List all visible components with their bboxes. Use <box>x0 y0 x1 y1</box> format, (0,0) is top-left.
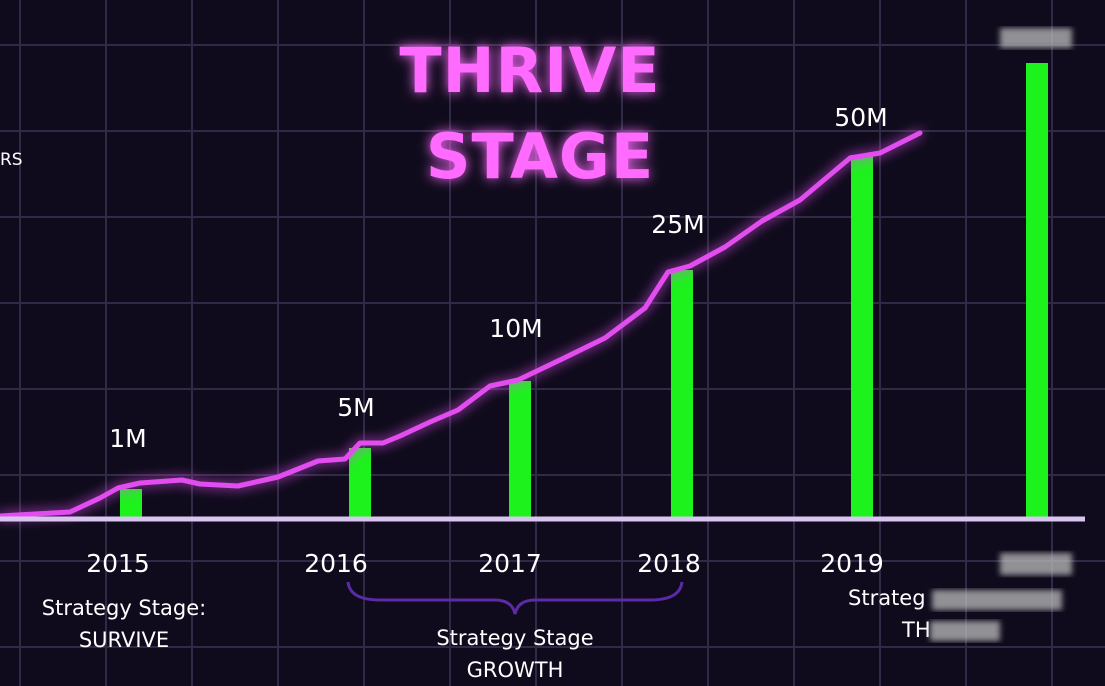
tick-label-2015: 2015 <box>86 549 150 578</box>
value-label-2015: 1M <box>109 424 146 453</box>
value-label-2019: 50M <box>834 103 887 132</box>
stage-growth: Strategy Stage GROWTH <box>436 626 593 682</box>
x-tick-labels: 2015 2016 2017 2018 2019 <box>86 549 884 578</box>
stage-thrive-line2: TH <box>901 618 931 642</box>
tick-label-2018: 2018 <box>637 549 701 578</box>
tick-label-2019: 2019 <box>820 549 884 578</box>
blurred-stage-text-1 <box>932 590 1062 610</box>
stage-thrive-partial: Strateg TH <box>848 586 1062 642</box>
value-label-2017: 10M <box>489 314 542 343</box>
tick-label-2017: 2017 <box>478 549 542 578</box>
tick-label-2016: 2016 <box>304 549 368 578</box>
chart-title: THRIVE STAGE <box>399 34 660 193</box>
bar-2018 <box>671 270 693 518</box>
stage-growth-line1: Strategy Stage <box>436 626 593 650</box>
stage-thrive-line1: Strateg <box>848 586 926 610</box>
blurred-tick-label <box>1000 553 1072 575</box>
bar-2015 <box>120 489 142 518</box>
stage-growth-line2: GROWTH <box>467 658 564 682</box>
growth-brace <box>346 581 684 615</box>
title-line-2: STAGE <box>426 120 654 193</box>
title-line-1: THRIVE <box>399 34 660 107</box>
value-label-2016: 5M <box>337 393 374 422</box>
blurred-stage-text-2 <box>930 621 1000 641</box>
blurred-top-label <box>1000 28 1072 48</box>
stage-survive-line2: SURVIVE <box>79 628 169 652</box>
bar-series <box>120 63 1048 518</box>
growth-line <box>0 130 923 519</box>
value-label-2018: 25M <box>651 210 704 239</box>
bar-next <box>1026 63 1048 518</box>
stage-survive-line1: Strategy Stage: <box>42 596 206 620</box>
value-labels: 1M 5M 10M 25M 50M <box>109 103 887 453</box>
bar-2017 <box>509 381 531 518</box>
edge-left-text: RS <box>0 150 23 170</box>
stage-survive: Strategy Stage: SURVIVE <box>42 596 206 652</box>
bar-2016 <box>349 448 371 518</box>
bar-2019 <box>851 155 873 518</box>
